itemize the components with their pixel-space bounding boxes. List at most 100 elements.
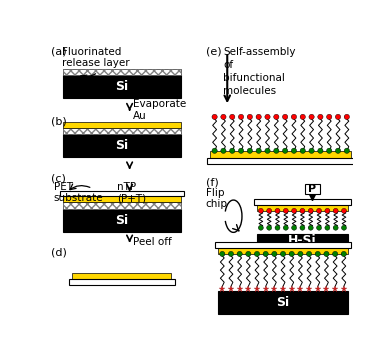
Bar — [257, 205, 348, 211]
Circle shape — [229, 251, 234, 257]
Bar — [63, 128, 181, 134]
Circle shape — [291, 148, 297, 153]
Circle shape — [300, 148, 305, 153]
Circle shape — [247, 114, 252, 120]
Circle shape — [315, 251, 320, 257]
Text: (d): (d) — [51, 247, 67, 257]
Circle shape — [256, 148, 261, 153]
Circle shape — [298, 251, 303, 257]
Circle shape — [221, 114, 226, 120]
Circle shape — [341, 251, 347, 257]
Text: (e): (e) — [205, 47, 221, 57]
Circle shape — [344, 148, 350, 153]
Bar — [63, 121, 181, 128]
Bar — [69, 279, 174, 285]
Circle shape — [341, 225, 347, 230]
Circle shape — [327, 148, 332, 153]
Circle shape — [317, 208, 321, 213]
Text: (f): (f) — [205, 178, 218, 188]
Text: Fluorinated
release layer: Fluorinated release layer — [62, 47, 130, 68]
Circle shape — [324, 251, 329, 257]
Circle shape — [258, 208, 263, 213]
Circle shape — [275, 225, 280, 230]
Circle shape — [263, 251, 268, 257]
Circle shape — [258, 225, 263, 230]
Circle shape — [289, 251, 294, 257]
Circle shape — [267, 225, 272, 230]
Circle shape — [272, 251, 277, 257]
Circle shape — [300, 208, 305, 213]
Bar — [254, 199, 351, 205]
Circle shape — [336, 148, 341, 153]
Bar — [257, 234, 348, 248]
Text: Self-assembly
of
bifunctional
molecules: Self-assembly of bifunctional molecules — [223, 47, 296, 96]
Circle shape — [283, 208, 288, 213]
Text: Si: Si — [276, 296, 290, 309]
Circle shape — [274, 148, 279, 153]
Bar — [63, 202, 181, 208]
Bar — [63, 196, 181, 202]
Text: Si: Si — [115, 139, 129, 152]
Circle shape — [230, 114, 235, 120]
Circle shape — [256, 114, 261, 120]
Bar — [210, 151, 351, 159]
Circle shape — [300, 225, 305, 230]
Circle shape — [325, 225, 330, 230]
Text: PET
substrate: PET substrate — [54, 182, 103, 203]
Circle shape — [308, 225, 313, 230]
Text: Flip
chip: Flip chip — [205, 188, 227, 209]
Text: (a): (a) — [51, 47, 67, 57]
Bar — [63, 202, 181, 208]
Text: H-Si: H-Si — [288, 234, 317, 247]
Circle shape — [212, 114, 217, 120]
Circle shape — [318, 148, 323, 153]
Bar — [63, 208, 181, 232]
Bar — [63, 128, 181, 134]
Circle shape — [246, 251, 251, 257]
Circle shape — [332, 251, 338, 257]
Circle shape — [325, 208, 330, 213]
Bar — [207, 159, 354, 164]
Circle shape — [309, 114, 314, 120]
Circle shape — [221, 148, 226, 153]
Bar — [60, 191, 184, 196]
Circle shape — [283, 114, 288, 120]
Circle shape — [274, 114, 279, 120]
Circle shape — [280, 251, 286, 257]
Circle shape — [300, 114, 305, 120]
Text: Si: Si — [115, 80, 129, 93]
Bar — [305, 184, 320, 194]
Text: Evaporate
Au: Evaporate Au — [133, 99, 186, 121]
Circle shape — [220, 251, 225, 257]
Circle shape — [283, 225, 288, 230]
Circle shape — [238, 148, 244, 153]
Circle shape — [341, 208, 347, 213]
Bar — [63, 134, 181, 157]
Circle shape — [275, 208, 280, 213]
Circle shape — [318, 114, 323, 120]
Circle shape — [307, 251, 312, 257]
Circle shape — [344, 114, 350, 120]
Text: Peel off: Peel off — [133, 237, 171, 247]
Bar — [215, 242, 351, 248]
Bar — [218, 291, 348, 314]
Circle shape — [265, 114, 270, 120]
Circle shape — [336, 114, 341, 120]
Circle shape — [308, 208, 313, 213]
Circle shape — [247, 148, 252, 153]
Circle shape — [317, 225, 321, 230]
Text: (b): (b) — [51, 116, 67, 126]
Circle shape — [212, 148, 217, 153]
Text: (c): (c) — [51, 174, 66, 184]
Circle shape — [309, 148, 314, 153]
Bar — [63, 69, 181, 75]
Circle shape — [333, 225, 338, 230]
Circle shape — [292, 225, 297, 230]
Text: nTP
(P+T): nTP (P+T) — [117, 182, 146, 203]
Circle shape — [283, 148, 288, 153]
Circle shape — [230, 148, 235, 153]
Circle shape — [254, 251, 260, 257]
Bar — [63, 69, 181, 75]
Circle shape — [292, 208, 297, 213]
Bar — [72, 273, 171, 279]
